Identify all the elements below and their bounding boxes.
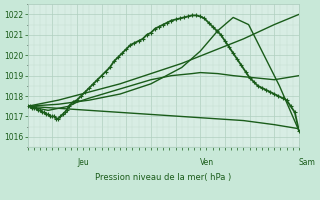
Text: Ven: Ven: [200, 158, 214, 167]
Text: Jeu: Jeu: [77, 158, 89, 167]
Text: Pression niveau de la mer( hPa ): Pression niveau de la mer( hPa ): [95, 173, 231, 182]
Text: Sam: Sam: [299, 158, 316, 167]
